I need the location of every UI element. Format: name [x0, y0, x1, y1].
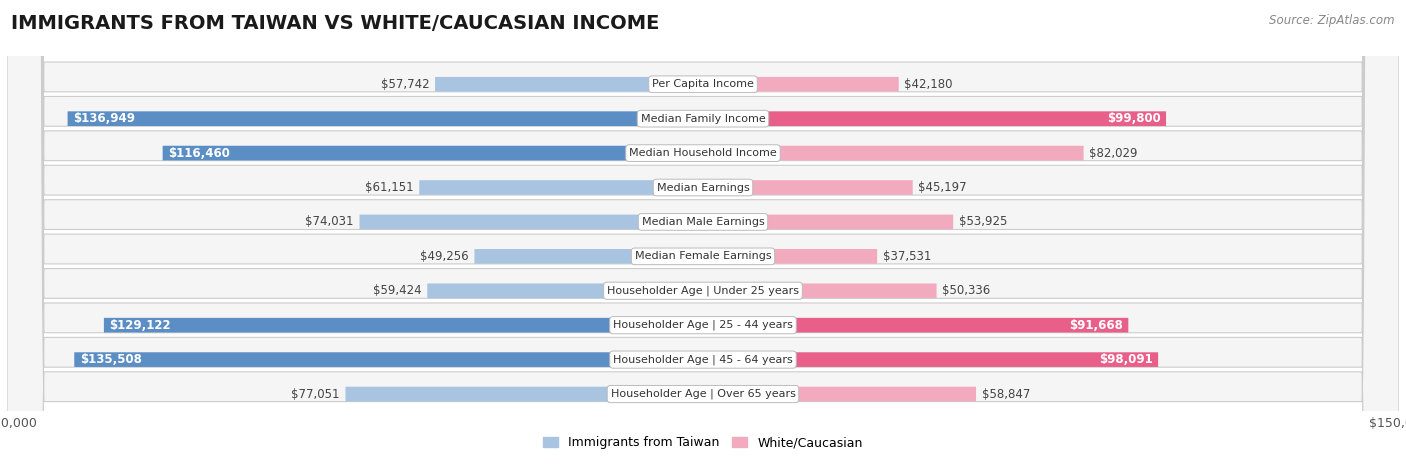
FancyBboxPatch shape — [703, 283, 936, 298]
Text: $45,197: $45,197 — [918, 181, 967, 194]
Legend: Immigrants from Taiwan, White/Caucasian: Immigrants from Taiwan, White/Caucasian — [538, 432, 868, 454]
FancyBboxPatch shape — [703, 111, 1166, 126]
Text: $50,336: $50,336 — [942, 284, 990, 297]
Text: $42,180: $42,180 — [904, 78, 953, 91]
Text: $74,031: $74,031 — [305, 215, 354, 228]
Text: $59,424: $59,424 — [373, 284, 422, 297]
FancyBboxPatch shape — [703, 180, 912, 195]
Text: Median Earnings: Median Earnings — [657, 183, 749, 192]
FancyBboxPatch shape — [360, 215, 703, 229]
FancyBboxPatch shape — [346, 387, 703, 401]
Text: $136,949: $136,949 — [73, 112, 135, 125]
Text: $91,668: $91,668 — [1069, 318, 1123, 332]
Text: $129,122: $129,122 — [110, 318, 172, 332]
FancyBboxPatch shape — [7, 0, 1399, 467]
Text: Householder Age | Over 65 years: Householder Age | Over 65 years — [610, 389, 796, 399]
Text: $82,029: $82,029 — [1090, 147, 1137, 160]
Text: $61,151: $61,151 — [366, 181, 413, 194]
FancyBboxPatch shape — [703, 77, 898, 92]
Text: $49,256: $49,256 — [420, 250, 468, 263]
FancyBboxPatch shape — [104, 318, 703, 333]
Text: Per Capita Income: Per Capita Income — [652, 79, 754, 89]
FancyBboxPatch shape — [703, 387, 976, 401]
FancyBboxPatch shape — [7, 0, 1399, 467]
Text: $53,925: $53,925 — [959, 215, 1007, 228]
Text: Householder Age | 45 - 64 years: Householder Age | 45 - 64 years — [613, 354, 793, 365]
FancyBboxPatch shape — [7, 0, 1399, 467]
Text: Median Household Income: Median Household Income — [628, 148, 778, 158]
Text: Median Female Earnings: Median Female Earnings — [634, 251, 772, 262]
FancyBboxPatch shape — [7, 0, 1399, 467]
Text: IMMIGRANTS FROM TAIWAN VS WHITE/CAUCASIAN INCOME: IMMIGRANTS FROM TAIWAN VS WHITE/CAUCASIA… — [11, 14, 659, 33]
FancyBboxPatch shape — [434, 77, 703, 92]
Text: $99,800: $99,800 — [1107, 112, 1160, 125]
Text: $77,051: $77,051 — [291, 388, 340, 401]
Text: $37,531: $37,531 — [883, 250, 931, 263]
FancyBboxPatch shape — [7, 0, 1399, 467]
Text: $135,508: $135,508 — [80, 353, 142, 366]
FancyBboxPatch shape — [703, 215, 953, 229]
Text: Householder Age | 25 - 44 years: Householder Age | 25 - 44 years — [613, 320, 793, 331]
Text: Householder Age | Under 25 years: Householder Age | Under 25 years — [607, 285, 799, 296]
Text: $58,847: $58,847 — [981, 388, 1031, 401]
FancyBboxPatch shape — [427, 283, 703, 298]
FancyBboxPatch shape — [7, 0, 1399, 467]
FancyBboxPatch shape — [7, 0, 1399, 467]
Text: $98,091: $98,091 — [1099, 353, 1153, 366]
Text: Source: ZipAtlas.com: Source: ZipAtlas.com — [1270, 14, 1395, 27]
Text: Median Male Earnings: Median Male Earnings — [641, 217, 765, 227]
FancyBboxPatch shape — [75, 352, 703, 367]
FancyBboxPatch shape — [7, 0, 1399, 467]
FancyBboxPatch shape — [703, 318, 1129, 333]
FancyBboxPatch shape — [67, 111, 703, 126]
FancyBboxPatch shape — [7, 0, 1399, 467]
Text: Median Family Income: Median Family Income — [641, 113, 765, 124]
Text: $116,460: $116,460 — [169, 147, 231, 160]
FancyBboxPatch shape — [7, 0, 1399, 467]
FancyBboxPatch shape — [703, 146, 1084, 161]
FancyBboxPatch shape — [163, 146, 703, 161]
Text: $57,742: $57,742 — [381, 78, 429, 91]
FancyBboxPatch shape — [703, 249, 877, 264]
FancyBboxPatch shape — [419, 180, 703, 195]
FancyBboxPatch shape — [703, 352, 1159, 367]
FancyBboxPatch shape — [474, 249, 703, 264]
